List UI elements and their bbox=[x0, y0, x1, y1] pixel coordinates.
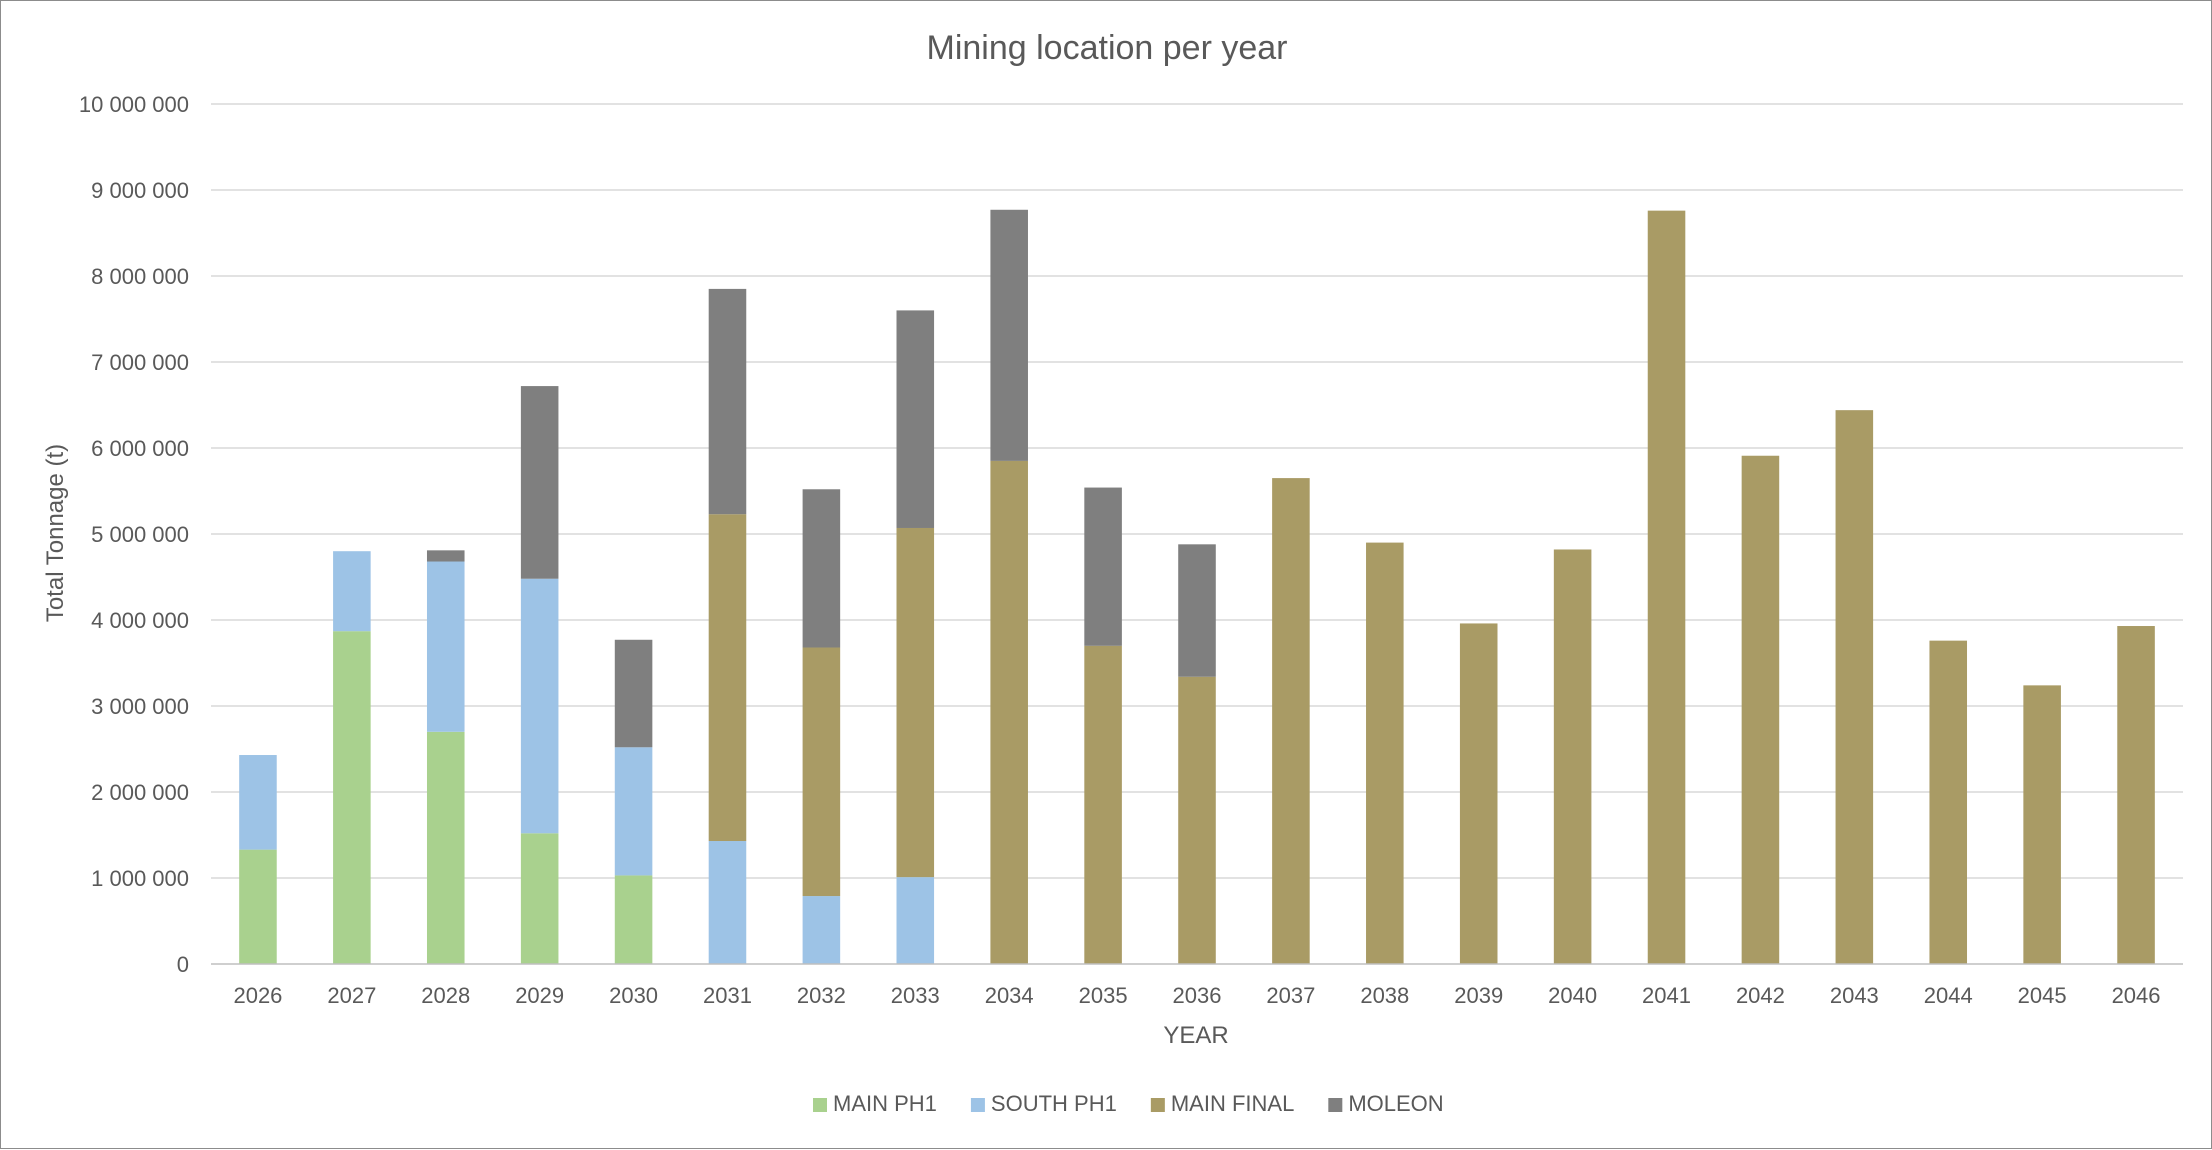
bar-2031-moleon bbox=[708, 288, 747, 515]
bar-2041-main-final bbox=[1647, 210, 1686, 964]
x-axis-title: YEAR bbox=[1163, 1022, 1228, 1049]
x-tick-label: 2036 bbox=[1173, 983, 1222, 1008]
bar-2035-moleon bbox=[1084, 487, 1122, 646]
legend-label: MAIN PH1 bbox=[833, 1091, 937, 1116]
bar-2030-moleon bbox=[614, 639, 653, 748]
bar-2028-south-ph1 bbox=[426, 561, 465, 732]
bar-2032-moleon bbox=[802, 489, 841, 648]
y-tick-label: 10 000 000 bbox=[79, 92, 189, 117]
y-tick-label: 9 000 000 bbox=[91, 178, 189, 203]
y-tick-label: 5 000 000 bbox=[91, 522, 189, 547]
y-axis-title: Total Tonnage (t) bbox=[42, 444, 69, 622]
legend-label: MOLEON bbox=[1348, 1091, 1443, 1116]
y-tick-label: 3 000 000 bbox=[91, 694, 189, 719]
bar-2040-main-final bbox=[1553, 549, 1592, 964]
bar-2028-moleon bbox=[426, 550, 465, 562]
bar-2028-main-ph1 bbox=[426, 731, 465, 964]
bar-2044-main-final bbox=[1929, 640, 1968, 964]
bar-2027-main-ph1 bbox=[333, 631, 371, 964]
bar-2027-south-ph1 bbox=[333, 551, 371, 632]
legend-item-moleon: MOLEON bbox=[1328, 1091, 1444, 1116]
bar-2030-main-ph1 bbox=[614, 875, 653, 964]
x-tick-label: 2045 bbox=[2018, 983, 2067, 1008]
legend-swatch bbox=[970, 1098, 985, 1112]
bar-2046-main-final bbox=[2117, 626, 2155, 964]
x-tick-label: 2032 bbox=[797, 983, 846, 1008]
bar-2026-main-ph1 bbox=[239, 849, 277, 964]
x-tick-label: 2028 bbox=[421, 983, 470, 1008]
bar-2032-south-ph1 bbox=[802, 896, 841, 964]
legend-swatch bbox=[1150, 1098, 1165, 1112]
legend-item-main-final: MAIN FINAL bbox=[1150, 1091, 1294, 1116]
y-axis-ticks: 0 1 000 000 2 000 000 3 000 000 4 000 000 5 0… bbox=[79, 92, 189, 977]
x-tick-label: 2039 bbox=[1454, 983, 1503, 1008]
bar-2033-south-ph1 bbox=[896, 877, 935, 964]
x-tick-label: 2044 bbox=[1924, 983, 1973, 1008]
y-tick-label: 1 000 000 bbox=[91, 866, 189, 891]
y-tick-label: 2 000 000 bbox=[91, 780, 189, 805]
bar-2030-south-ph1 bbox=[614, 747, 653, 876]
legend-label: SOUTH PH1 bbox=[991, 1091, 1117, 1116]
x-tick-label: 2042 bbox=[1736, 983, 1785, 1008]
y-tick-label: 8 000 000 bbox=[91, 264, 189, 289]
legend-item-south-ph1: SOUTH PH1 bbox=[970, 1091, 1117, 1116]
x-tick-label: 2027 bbox=[327, 983, 376, 1008]
bar-2033-moleon bbox=[896, 310, 935, 528]
x-tick-label: 2035 bbox=[1079, 983, 1128, 1008]
bar-2036-moleon bbox=[1178, 544, 1216, 677]
bar-2026-south-ph1 bbox=[239, 755, 277, 850]
bar-2042-main-final bbox=[1741, 455, 1780, 964]
bar-2035-main-final bbox=[1084, 645, 1122, 964]
x-tick-label: 2034 bbox=[985, 983, 1034, 1008]
x-tick-label: 2043 bbox=[1830, 983, 1879, 1008]
x-tick-label: 2041 bbox=[1642, 983, 1691, 1008]
bar-2038-main-final bbox=[1366, 542, 1404, 964]
legend-swatch bbox=[1328, 1098, 1343, 1112]
y-tick-label: 6 000 000 bbox=[91, 436, 189, 461]
x-axis-ticks: 2026 2027 2028 2029 2030 2031 2032 2033 2034 2035… bbox=[233, 983, 2160, 1008]
x-tick-label: 2040 bbox=[1548, 983, 1597, 1008]
legend-label: MAIN FINAL bbox=[1171, 1091, 1294, 1116]
bar-2032-main-final bbox=[802, 647, 841, 897]
bar-2029-south-ph1 bbox=[520, 578, 559, 834]
x-tick-label: 2031 bbox=[703, 983, 752, 1008]
x-tick-label: 2026 bbox=[233, 983, 282, 1008]
bar-2029-main-ph1 bbox=[520, 833, 559, 964]
bar-2036-main-final bbox=[1178, 676, 1216, 964]
bar-2039-main-final bbox=[1459, 623, 1498, 964]
bar-2045-main-final bbox=[2023, 685, 2061, 964]
x-tick-label: 2030 bbox=[609, 983, 658, 1008]
bar-2031-main-final bbox=[708, 514, 747, 842]
legend: MAIN PH1 SOUTH PH1 MAIN FINAL MOLEON bbox=[813, 1091, 1444, 1116]
x-tick-label: 2033 bbox=[891, 983, 940, 1008]
bar-2033-main-final bbox=[896, 527, 935, 878]
x-tick-label: 2046 bbox=[2112, 983, 2161, 1008]
chart-title: Mining location per year bbox=[927, 29, 1288, 67]
y-tick-label: 7 000 000 bbox=[91, 350, 189, 375]
bar-2034-moleon bbox=[990, 209, 1028, 461]
bar-2029-moleon bbox=[520, 386, 559, 579]
y-tick-label: 0 bbox=[177, 952, 189, 977]
bar-2043-main-final bbox=[1835, 410, 1874, 964]
x-tick-label: 2038 bbox=[1360, 983, 1409, 1008]
x-tick-label: 2029 bbox=[515, 983, 564, 1008]
bar-2037-main-final bbox=[1272, 478, 1310, 964]
y-tick-label: 4 000 000 bbox=[91, 608, 189, 633]
bar-2031-south-ph1 bbox=[708, 841, 747, 964]
x-tick-label: 2037 bbox=[1266, 983, 1315, 1008]
bars bbox=[239, 209, 2155, 964]
legend-item-main-ph1: MAIN PH1 bbox=[813, 1091, 937, 1116]
bar-2034-main-final bbox=[990, 460, 1028, 964]
legend-swatch bbox=[813, 1098, 827, 1112]
